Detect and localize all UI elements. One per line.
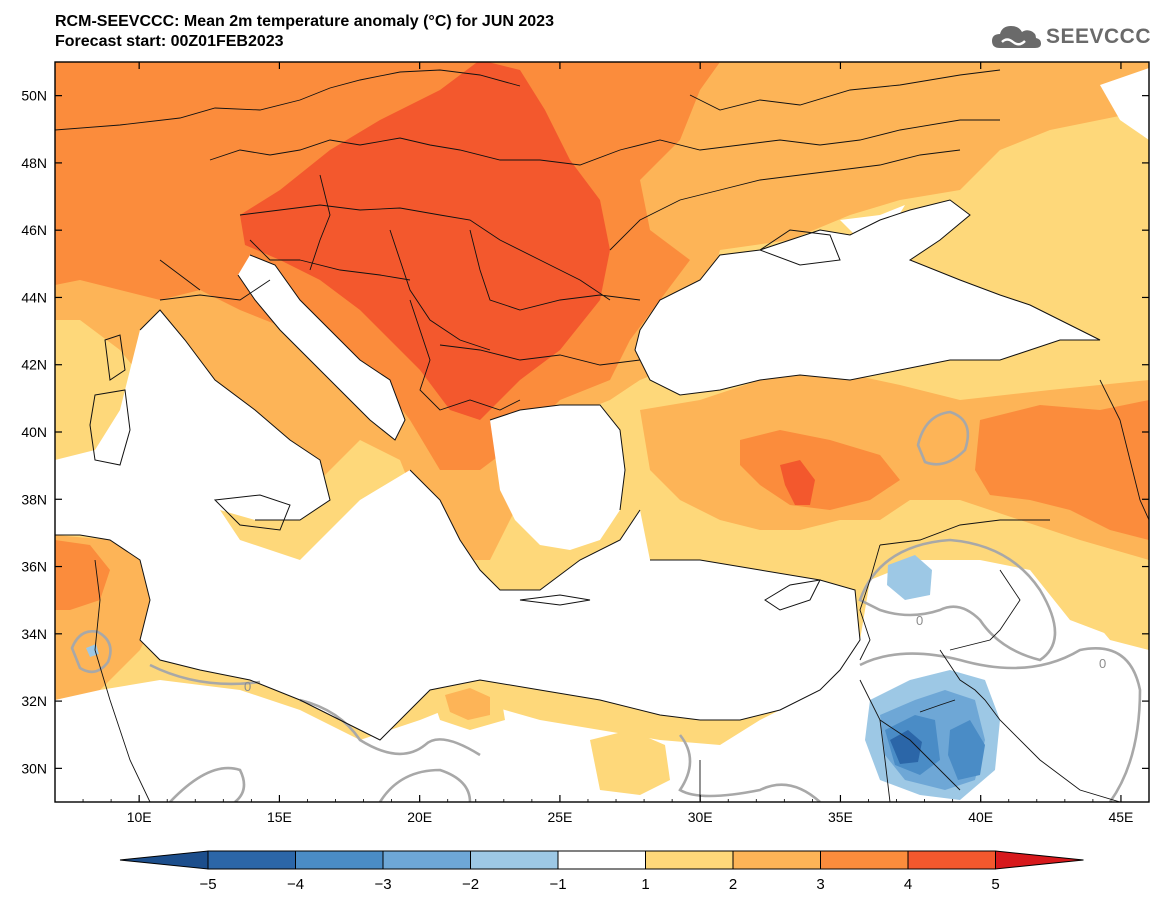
- lat-tick-label: 44N: [21, 289, 47, 305]
- anomaly-band-4-5-balkans: [240, 62, 610, 420]
- aegean-sea: [490, 405, 625, 550]
- coastlines: [55, 199, 1101, 741]
- lat-tick-label: 42N: [21, 357, 47, 373]
- anomaly-band-4-5-anatolia: [780, 460, 815, 505]
- coastline-crete: [519, 594, 591, 606]
- colorbar-label: 1: [641, 876, 649, 893]
- colorbar-segment: [295, 850, 384, 870]
- coastline-corsica-sardinia: [89, 334, 131, 466]
- colorbar-segment: [820, 850, 909, 870]
- zero-contours: [70, 410, 1142, 802]
- colorbar-label: 3: [816, 876, 824, 893]
- lat-tick-label: 48N: [21, 155, 47, 171]
- colorbar: −5 −4 −3 −2 −1 1 2 3 4 5: [119, 850, 1084, 893]
- colorbar-under-arrow: [119, 850, 209, 870]
- zero-contour-turkey: [916, 410, 970, 466]
- colorbar-segment: [557, 850, 646, 870]
- anomaly-band-minus-4-5-jordan: [890, 730, 922, 764]
- lat-tick-label: 30N: [21, 760, 47, 776]
- map-title: RCM-SEEVCCC: Mean 2m temperature anomaly…: [55, 12, 554, 52]
- lon-tick-label: 40E: [968, 809, 993, 825]
- colorbar-segment: [732, 850, 821, 870]
- coastline-sicily: [213, 494, 291, 531]
- colorbar-label: −5: [199, 876, 216, 893]
- mediterranean-sea: [55, 310, 860, 740]
- sea-of-azov: [840, 205, 905, 240]
- coastline-turkey-levant: [650, 559, 861, 721]
- title-line-1: RCM-SEEVCCC: Mean 2m temperature anomaly…: [55, 13, 554, 30]
- map-field: 0 0 0: [55, 62, 1149, 802]
- anomaly-band-3-4-tunisia: [55, 540, 110, 610]
- lon-tick-label: 35E: [828, 809, 853, 825]
- zero-contour-egypt: [678, 734, 821, 802]
- title-line-2: Forecast start: 00Z01FEB2023: [55, 33, 284, 50]
- contour-label-arabia: 0: [1099, 656, 1106, 671]
- coastline-greece-aegean: [409, 404, 641, 591]
- colorbar-segment: [207, 850, 296, 870]
- colorbar-label: −3: [374, 876, 391, 893]
- zero-contour-south-2: [378, 768, 472, 802]
- colorbar-segment: [907, 850, 996, 870]
- adriatic-sea: [238, 255, 405, 440]
- black-sea: [635, 200, 1100, 395]
- logo-text: SEEVCCC: [1045, 25, 1151, 48]
- lon-tick-label: 25E: [547, 809, 572, 825]
- anomaly-band-minus-3-4-saudi: [948, 720, 985, 780]
- lat-tick-label: 34N: [21, 626, 47, 642]
- anomaly-band-3-4-east-anatolia: [975, 400, 1149, 540]
- lat-tick-label: 50N: [21, 88, 47, 104]
- coastline-north-africa: [55, 534, 701, 741]
- zero-contour-libya: [149, 663, 481, 757]
- colorbar-over-arrow: [995, 850, 1084, 870]
- colorbar-label: 4: [904, 876, 912, 893]
- coastline-black-sea: [634, 199, 1101, 396]
- contour-label-libya: 0: [244, 679, 251, 694]
- country-borders: [55, 69, 1149, 802]
- lat-tick-label: 32N: [21, 693, 47, 709]
- colorbar-label: −4: [287, 876, 304, 893]
- anomaly-band-3-4-anatolia: [740, 430, 900, 510]
- border-lines-central-europe: [55, 69, 1001, 411]
- colorbar-label: 5: [991, 876, 999, 893]
- border-lines-north-africa: [94, 559, 891, 802]
- lon-tick-label: 15E: [267, 809, 292, 825]
- anomaly-band-minus-1-2-syria: [887, 555, 932, 600]
- coastline-crimea: [758, 229, 841, 266]
- latitude-axis: 50N 48N 46N 44N 42N 40N 38N 36N 34N 32N 30N: [21, 88, 1149, 776]
- colorbar-label: −1: [549, 876, 566, 893]
- colorbar-label: −2: [462, 876, 479, 893]
- lat-tick-label: 38N: [21, 491, 47, 507]
- longitude-axis: 10E 15E 20E 25E 30E 35E 40E 45E: [54, 62, 1150, 825]
- border-lines-turkey-levant: [859, 379, 1149, 802]
- caspian-fragment: [1100, 68, 1149, 140]
- lat-tick-label: 46N: [21, 222, 47, 238]
- lon-tick-label: 20E: [407, 809, 432, 825]
- colorbar-segment: [382, 850, 471, 870]
- contour-label-levant: 0: [916, 613, 923, 628]
- anomaly-band-1-2-egypt: [590, 730, 670, 795]
- lat-tick-label: 36N: [21, 559, 47, 575]
- lat-tick-label: 40N: [21, 424, 47, 440]
- colorbar-segment: [645, 850, 734, 870]
- anomaly-band-2-3-libya: [445, 688, 490, 720]
- anomaly-band-1-2-iraq: [1080, 560, 1149, 650]
- zero-contour-tunisia: [70, 630, 112, 674]
- seevccc-logo: SEEVCCC: [990, 22, 1151, 52]
- zero-contour-arabia: [859, 647, 1142, 802]
- lon-tick-label: 10E: [127, 809, 152, 825]
- zero-contour-levant: [858, 538, 1057, 662]
- colorbar-label: 2: [729, 876, 737, 893]
- coastline-cyprus: [764, 579, 821, 611]
- lon-tick-label: 45E: [1108, 809, 1133, 825]
- zero-contour-south-1: [169, 766, 246, 802]
- coastline-italy-adriatic: [139, 254, 406, 521]
- lon-tick-label: 30E: [688, 809, 713, 825]
- cloud-icon: [991, 26, 1041, 48]
- colorbar-segment: [470, 850, 559, 870]
